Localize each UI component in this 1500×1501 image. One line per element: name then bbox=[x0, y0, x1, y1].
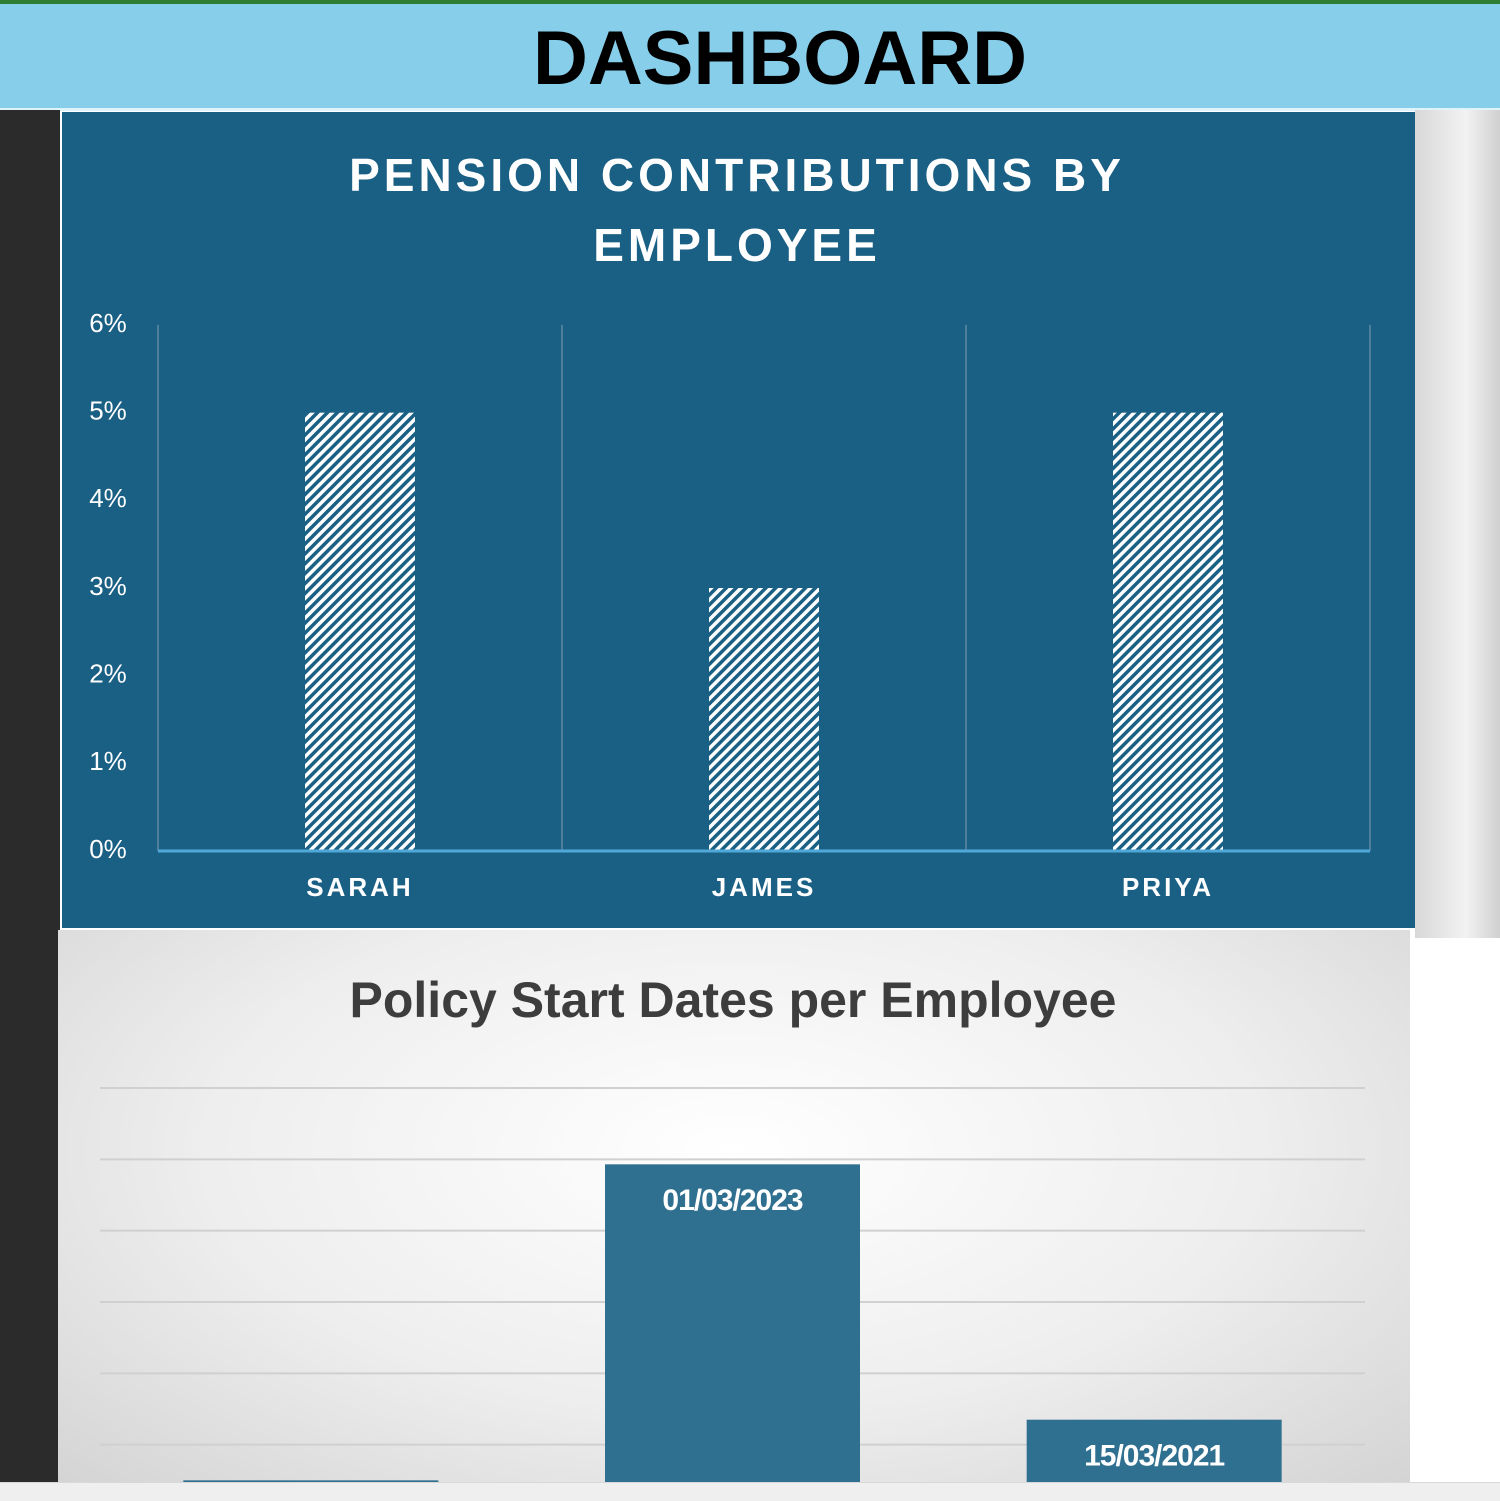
bar bbox=[305, 412, 415, 851]
chart-title: Policy Start Dates per Employee bbox=[349, 972, 1117, 1028]
side-panel bbox=[0, 110, 60, 1482]
header-band bbox=[0, 4, 1500, 111]
bar bbox=[709, 588, 819, 851]
x-tick-label: PRIYA bbox=[1122, 872, 1214, 902]
y-tick-label: 2% bbox=[89, 659, 127, 689]
data-label: 15/03/2021 bbox=[1084, 1440, 1224, 1473]
bar bbox=[183, 1480, 439, 1482]
y-tick-label: 1% bbox=[89, 746, 127, 776]
chart-title: PENSION CONTRIBUTIONS BY EMPLOYEE bbox=[349, 149, 1125, 271]
side-panel bbox=[1415, 110, 1500, 938]
y-tick-label: 4% bbox=[89, 483, 127, 513]
header-title: DASHBOARD bbox=[533, 16, 1027, 101]
y-tick-label: 5% bbox=[89, 396, 127, 426]
bar bbox=[1026, 1419, 1282, 1482]
data-label: 01/03/2023 bbox=[662, 1184, 802, 1217]
x-tick-label: SARAH bbox=[306, 872, 413, 902]
status-strip bbox=[0, 1482, 1500, 1501]
x-tick-label: JAMES bbox=[712, 872, 817, 902]
bar bbox=[605, 1164, 860, 1482]
window-border bbox=[0, 0, 1500, 4]
y-tick-label: 0% bbox=[89, 834, 127, 864]
y-tick-label: 6% bbox=[89, 308, 127, 338]
y-tick-label: 3% bbox=[89, 571, 127, 601]
bar bbox=[1113, 412, 1223, 851]
